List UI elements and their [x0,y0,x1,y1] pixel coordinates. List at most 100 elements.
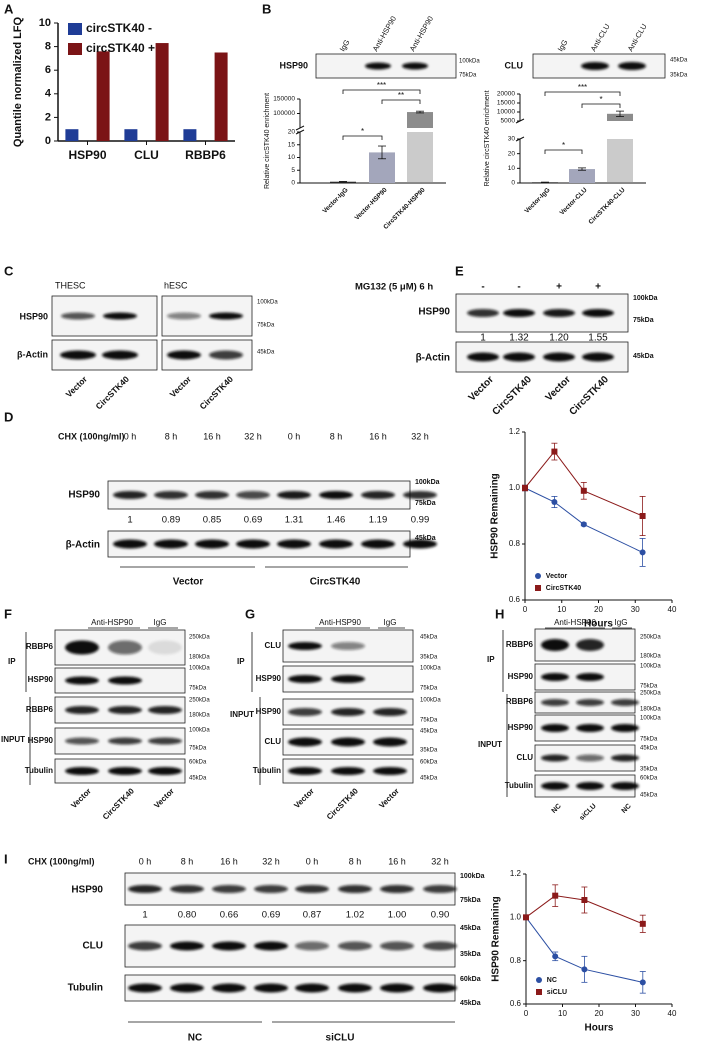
blot-band [254,885,288,893]
blot-band [611,724,639,732]
blot-densitometry: 1 [127,515,132,526]
blot-rows: HSP90 [508,723,534,732]
blot-sections: INPUT [478,740,502,749]
legend-label: NC [547,977,557,984]
blot-band [331,767,365,775]
y-tick-label: 10 [508,165,516,172]
bar [124,129,138,141]
bar [407,112,433,128]
significance-bracket [544,149,583,154]
blot-band [541,782,569,790]
significance-label: * [562,141,565,150]
x-axis-label: Hours [584,619,613,630]
y-tick-label: 0 [45,135,51,147]
blot-times: 32 h [411,431,429,441]
blot-band [65,676,99,685]
y-tick-label: 5000 [501,118,516,125]
blot-rows: HSP90 [68,490,100,501]
blot-band [576,699,604,706]
blot-kda: 180kDa [640,707,661,713]
blot-band [128,983,162,993]
blot-band [167,350,201,360]
blot-header: IgG [154,618,167,627]
blot-densitometry: 1.46 [327,515,346,526]
x-tick-label: 30 [631,605,640,614]
bar [65,129,79,141]
blot-kda: 35kDa [420,748,438,754]
blot-times: 0 h [288,431,301,441]
y-tick-label: 10 [288,154,296,161]
blot-times: 8 h [349,856,362,866]
blot-band [195,539,229,549]
blot-band [128,941,162,951]
blot-band [288,708,322,716]
x-tick-label: HSP90 [68,148,106,162]
x-tick-label: 0 [523,605,528,614]
blot-kda: 60kDa [460,976,481,983]
blot-kda: 75kDa [420,686,438,692]
blot-band [108,767,142,775]
blot-band [319,539,353,549]
blot-band [113,491,147,499]
blot-band [254,983,288,993]
blot-kda: 45kDa [257,350,275,356]
blot-kda: 180kDa [640,654,661,660]
blot-rows: HSP90 [28,675,54,684]
blot-rows: Tubulin [25,766,53,775]
blot-densitometry: 0.85 [203,515,222,526]
blot-band [365,62,391,70]
y-tick-label: 0.8 [510,956,522,965]
blot-band [331,708,365,716]
blot-kda: 100kDa [640,716,661,722]
significance-label: * [361,127,364,136]
blot-band [295,941,329,951]
blot-band [402,62,428,70]
x-tick-label: RBBP6 [185,148,226,162]
blot-times: 16 h [388,856,406,866]
panel-label: H [495,606,504,621]
blot-band [61,312,95,320]
y-tick-label: 10 [39,17,51,29]
blot-band [108,706,142,714]
blot-header: Anti-HSP90 [554,618,596,627]
blot-kda: 75kDa [633,317,654,324]
y-tick-label: 6 [45,64,51,76]
blot-band [541,673,569,681]
blot-band [170,941,204,951]
blot-rows: HSP90 [418,307,450,318]
blot-header: CHX (100ng/ml) [58,431,125,441]
blot-band [113,539,147,549]
blot-kda: 45kDa [640,793,658,799]
blot-band [576,639,604,651]
blot-kda: 45kDa [460,925,481,932]
blot-band [361,539,395,549]
blot-rows: β-Actin [416,353,450,364]
y-tick-label: 30 [508,136,516,143]
y-tick-label: 1.2 [509,427,521,436]
legend-label: siCLU [547,989,567,996]
blot-groups: Vector [173,577,204,588]
panel-label: F [4,606,12,621]
blot-band [212,983,246,993]
blot-band [288,737,322,747]
blot-kda: 60kDa [640,776,658,782]
y-tick-label: 1.2 [510,869,522,878]
blot-band [254,941,288,951]
blot-band [65,706,99,714]
y-tick-label: 8 [45,41,51,53]
y-tick-label: 15 [288,141,296,148]
blot-band [331,675,365,683]
blot-band [338,885,372,893]
blot-band [582,309,614,317]
blot-rows: RBBP6 [506,640,534,649]
blot-band [170,983,204,993]
y-tick-label: 1.0 [509,483,521,492]
blot-times: 8 h [181,856,194,866]
blot-rows: CLU [82,941,103,952]
blot-kda: 250kDa [189,635,210,641]
x-tick-label: 40 [668,605,677,614]
blot-band [467,352,499,362]
blot-kda: 100kDa [189,728,210,734]
blot-kda: 75kDa [189,686,207,692]
blot-kda: 45kDa [633,353,654,360]
